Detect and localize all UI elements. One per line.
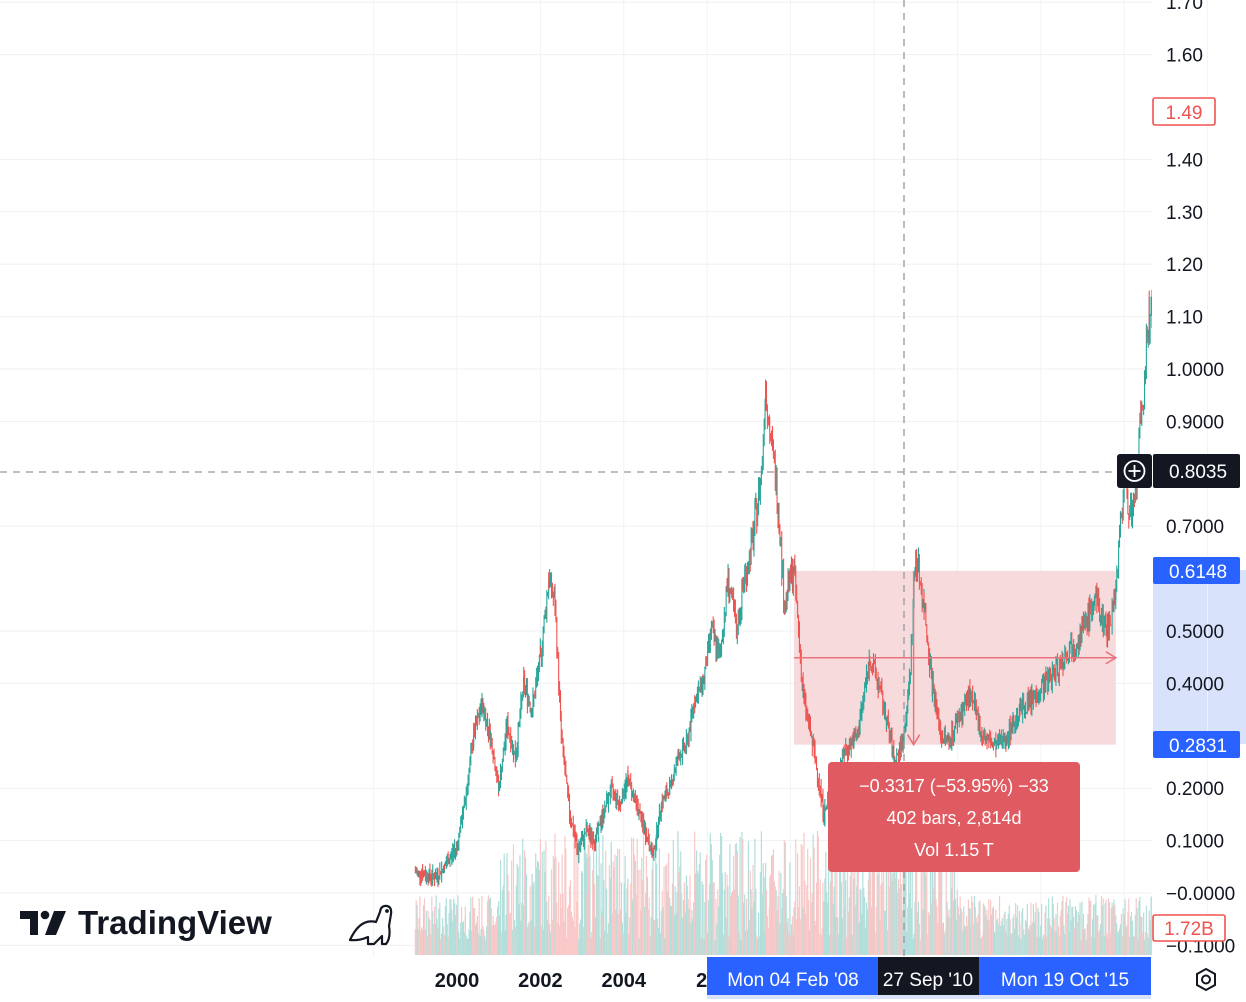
time-axis-labels: 20002002200420: [435, 970, 719, 992]
measure-tooltip-bg: [828, 762, 1080, 872]
crosshair-price-box: [1153, 454, 1240, 488]
price-tick-label: 1.0000: [1166, 360, 1224, 381]
crosshair-date-box: [878, 957, 979, 995]
time-tick-label: 2002: [518, 970, 563, 992]
last-volume-badge: 1.72B: [1152, 914, 1226, 942]
last-volume-box: [1152, 914, 1226, 942]
time-tick-label: 2000: [435, 970, 480, 992]
range-start-date-badge: Mon 04 Feb '08: [707, 957, 879, 995]
last-price-value: 1.49: [1166, 103, 1203, 124]
range-high-badge: 0.6148: [1153, 557, 1240, 584]
range-measure-lines: [793, 570, 1118, 747]
measure-volume: Vol 1.15 T: [914, 840, 994, 860]
range-low-box: [1153, 731, 1240, 758]
crosshair-price-value: 0.8035: [1169, 462, 1227, 483]
tradingview-logo[interactable]: TradingView: [20, 904, 272, 941]
tradingview-logo-mark: [20, 910, 66, 935]
measure-bars: 402 bars, 2,814d: [886, 808, 1021, 828]
price-tick-label: 1.60: [1166, 46, 1203, 67]
price-tick-label: 0.4000: [1166, 674, 1224, 695]
last-price-badge: 1.49: [1152, 97, 1216, 126]
price-tick-label: 1.30: [1166, 203, 1203, 224]
range-low-value: 0.2831: [1169, 736, 1227, 757]
settings-gear-icon[interactable]: [1196, 967, 1216, 992]
crosshair-date-badge: 27 Sep '10: [878, 957, 979, 995]
price-tick-label: 1.10: [1166, 308, 1203, 329]
range-arrowhead-down: [906, 734, 921, 747]
price-tick-label: 1.70: [1166, 0, 1203, 14]
price-axis-highlight: [1153, 570, 1246, 744]
plus-circle-icon[interactable]: [1123, 460, 1146, 482]
crosshair-date: 27 Sep '10: [883, 970, 973, 991]
price-tick-label: 0.5000: [1166, 622, 1224, 643]
range-end-date: Mon 19 Oct '15: [1001, 970, 1129, 991]
volume-bars: [414, 830, 1152, 955]
measure-change: −0.3317 (−53.95%) −33: [859, 776, 1049, 796]
time-tick-label: 2004: [602, 970, 647, 992]
price-tick-label: 0.7000: [1166, 517, 1224, 538]
last-price-badge-box: [1152, 97, 1216, 126]
price-tick-label: −0.0000: [1166, 884, 1235, 905]
dinosaur-icon: [348, 904, 393, 946]
range-high-box: [1153, 557, 1240, 584]
range-end-date-badge: Mon 19 Oct '15: [979, 957, 1151, 995]
range-high-value: 0.6148: [1169, 562, 1227, 583]
last-volume-value: 1.72B: [1164, 919, 1214, 940]
range-start-date-box: [707, 957, 879, 995]
price-tick-label: 1.20: [1166, 255, 1203, 276]
price-tick-label: 0.2000: [1166, 779, 1224, 800]
price-tick-label: 0.1000: [1166, 832, 1224, 853]
range-end-date-box: [979, 957, 1151, 995]
crosshair-price-badge[interactable]: 0.8035: [1117, 454, 1240, 488]
range-low-badge: 0.2831: [1153, 731, 1240, 758]
range-start-date: Mon 04 Feb '08: [727, 970, 858, 991]
price-tick-label: 1.40: [1166, 150, 1203, 171]
measure-tooltip: −0.3317 (−53.95%) −33 402 bars, 2,814d V…: [828, 762, 1080, 872]
price-line: [414, 289, 1152, 888]
tradingview-logo-text: TradingView: [78, 904, 272, 941]
price-tick-label: 0.9000: [1166, 412, 1224, 433]
range-arrowhead-right: [1105, 651, 1118, 665]
